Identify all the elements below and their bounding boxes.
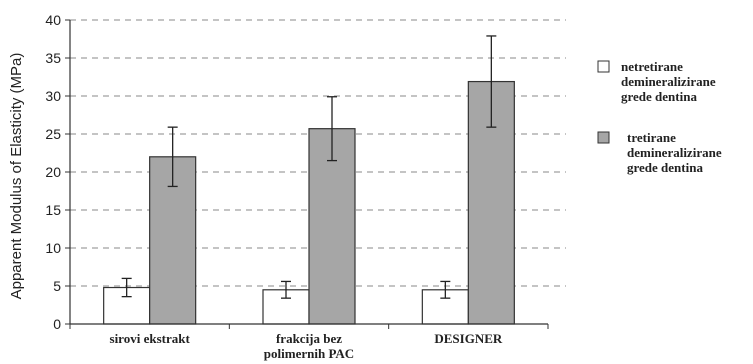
legend-label: demineralizirane [621,74,716,89]
y-tick-label: 10 [45,240,61,256]
y-tick-label: 40 [45,12,61,28]
y-tick-label: 35 [45,50,61,66]
legend-label: grede dentina [621,89,697,104]
x-category-label: polimernih PAC [264,346,354,361]
axes [65,19,549,329]
error-bars [121,35,497,299]
legend-label: grede dentina [627,160,703,175]
y-tick-label: 25 [45,126,61,142]
legend-label: netretirane [621,59,683,74]
y-axis-label: Apparent Modulus of Elasticity (MPa) [8,53,25,300]
y-tick-label: 20 [45,164,61,180]
x-category-label: sirovi ekstrakt [110,331,191,346]
x-category-label: frakcija bez [276,331,342,346]
bars [103,80,515,325]
y-tick-labels: 0 5 10 15 20 25 30 35 40 [45,12,61,332]
y-tick-label: 30 [45,88,61,104]
y-tick-label: 0 [53,316,61,332]
y-tick-label: 15 [45,202,61,218]
legend-label: tretirane [627,130,676,145]
x-category-label: DESIGNER [434,331,503,346]
legend-swatch [597,60,610,73]
legend-swatch [597,131,610,144]
legend-label: demineralizirane [627,145,722,160]
y-tick-label: 5 [53,278,61,294]
